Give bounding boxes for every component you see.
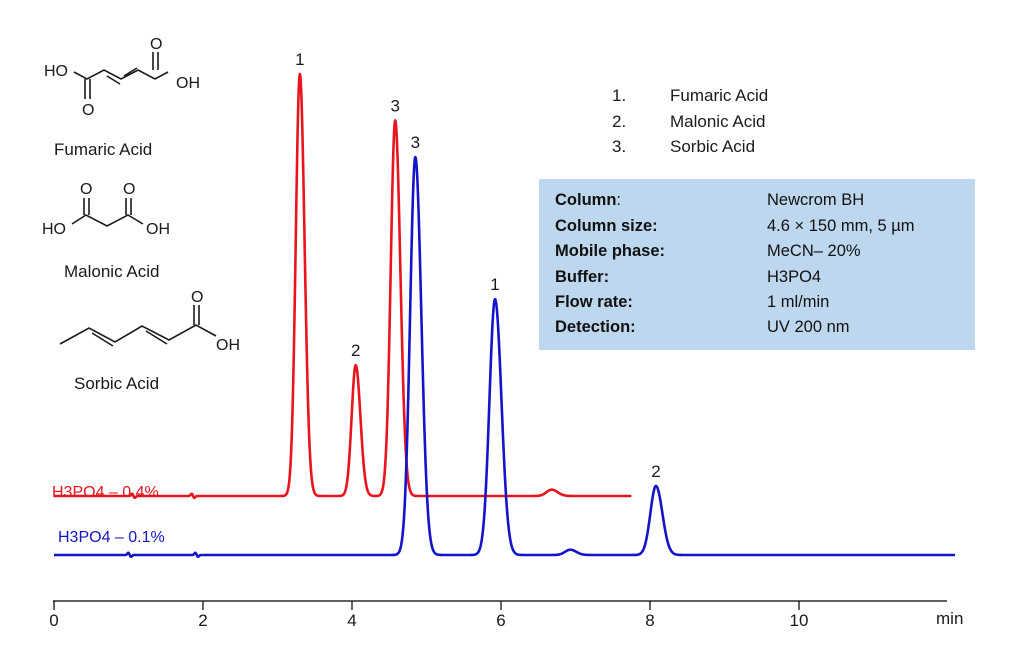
fumaric-oh: OH bbox=[176, 75, 200, 92]
condition-key: Buffer: bbox=[555, 268, 610, 286]
legend-compound: Fumaric Acid bbox=[670, 86, 769, 105]
legend-number: 1. bbox=[612, 86, 627, 105]
condition-value: H3PO4 bbox=[767, 268, 822, 286]
series-trace-blue bbox=[53, 155, 957, 559]
series-trace-red bbox=[53, 72, 633, 500]
x-tick-label: 6 bbox=[496, 611, 505, 630]
legend-compound: Sorbic Acid bbox=[670, 137, 756, 156]
series-label-red: H3PO4 – 0.4% bbox=[52, 484, 159, 501]
legend-item: 2. Malonic Acid bbox=[612, 112, 768, 138]
traces bbox=[53, 72, 957, 559]
malonic-acid-structure: HO OH O O bbox=[42, 181, 170, 238]
legend-number: 2. bbox=[612, 111, 627, 131]
fumaric-o-bottom: O bbox=[82, 102, 94, 119]
sorbic-acid-caption: Sorbic Acid bbox=[74, 374, 160, 393]
malonic-oh: OH bbox=[146, 221, 170, 238]
x-tick-label: 0 bbox=[49, 611, 58, 630]
series-label-blue: H3PO4 – 0.1% bbox=[58, 529, 165, 546]
condition-key: Mobile phase: bbox=[555, 242, 666, 260]
peak-label: 1 bbox=[490, 275, 499, 294]
malonic-ho: HO bbox=[42, 221, 66, 238]
fumaric-acid-caption: Fumaric Acid bbox=[54, 140, 153, 159]
sorbic-oh: OH bbox=[216, 337, 240, 354]
malonic-o-left: O bbox=[80, 181, 92, 198]
condition-key: Detection: bbox=[555, 318, 636, 336]
x-tick-label: 8 bbox=[645, 611, 654, 630]
legend-item: 3. Sorbic Acid bbox=[612, 137, 768, 163]
fumaric-acid-structure: HO OH O O bbox=[44, 36, 200, 119]
x-tick-label: 2 bbox=[198, 611, 207, 630]
peak-label: 3 bbox=[411, 133, 420, 152]
condition-key: Column size: bbox=[555, 217, 658, 235]
peak-labels: 1 2 33 1 2 bbox=[295, 50, 661, 481]
peak-label: 2 bbox=[651, 462, 660, 481]
conditions-panel: Column: Newcrom BH Column size: 4.6 × 15… bbox=[539, 179, 975, 350]
legend-number: 3. bbox=[612, 137, 627, 156]
condition-value: 4.6 × 150 mm, 5 µm bbox=[767, 217, 915, 235]
peak-label: 1 bbox=[295, 50, 304, 69]
malonic-o-right: O bbox=[123, 181, 135, 198]
malonic-acid-caption: Malonic Acid bbox=[64, 262, 160, 281]
legend-compound: Malonic Acid bbox=[670, 111, 766, 131]
sorbic-acid-structure: OH O bbox=[59, 289, 240, 354]
condition-value: MeCN– 20% bbox=[767, 242, 861, 260]
peak-legend: 1. Fumaric Acid 2. Malonic Acid 3. Sorbi… bbox=[612, 86, 768, 163]
fumaric-ho: HO bbox=[44, 63, 68, 80]
x-axis-label: min bbox=[936, 609, 963, 628]
condition-value: 1 ml/min bbox=[767, 293, 830, 311]
x-axis: 0 2 4 6 8 10 bbox=[49, 600, 947, 630]
condition-key: Flow rate: bbox=[555, 293, 633, 311]
condition-key: Column: bbox=[555, 191, 622, 209]
fumaric-o-top: O bbox=[150, 36, 162, 53]
peak-label: 3 bbox=[390, 96, 399, 115]
peak-label: 2 bbox=[351, 341, 360, 360]
legend-item: 1. Fumaric Acid bbox=[612, 86, 768, 112]
x-tick-label: 10 bbox=[790, 611, 809, 630]
x-tick-label: 4 bbox=[347, 611, 356, 630]
condition-value: UV 200 nm bbox=[767, 318, 850, 336]
sorbic-o: O bbox=[191, 289, 203, 306]
condition-value: Newcrom BH bbox=[767, 191, 865, 209]
